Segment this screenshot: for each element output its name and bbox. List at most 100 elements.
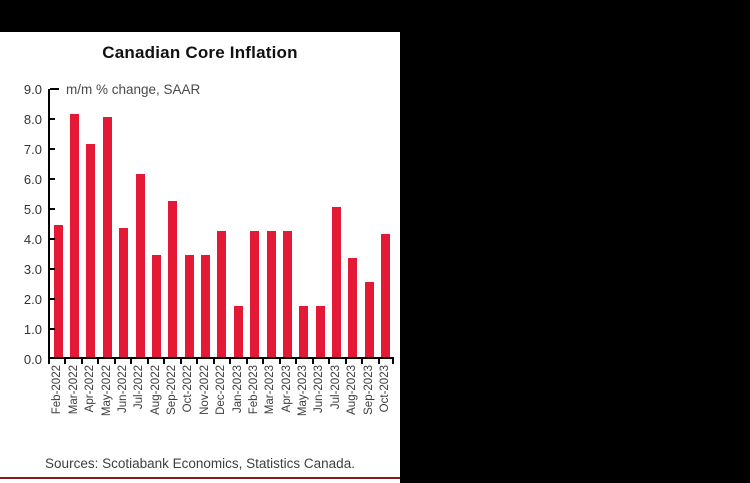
bar-slot: [328, 89, 344, 357]
x-tick: [344, 359, 347, 364]
bar-Aug-2023: [348, 258, 358, 357]
x-tick: [245, 359, 248, 364]
x-label-slot: Apr-2022: [83, 365, 99, 465]
bar-Apr-2022: [86, 144, 96, 357]
x-label-slot: May-2022: [99, 365, 115, 465]
y-tick: [50, 148, 55, 150]
x-axis-label: Dec-2022: [215, 365, 228, 415]
bar-Oct-2023: [381, 234, 391, 357]
x-axis-label: Sep-2023: [362, 365, 375, 415]
x-tick: [80, 359, 83, 364]
x-tick: [392, 359, 394, 364]
x-tick: [295, 359, 298, 364]
x-axis-label: Jun-2023: [313, 365, 326, 413]
x-label-slot: Mar-2023: [263, 365, 279, 465]
bar-Jul-2023: [332, 207, 342, 357]
x-label-slot: Nov-2022: [197, 365, 213, 465]
y-axis-label: 2.0: [23, 292, 42, 307]
bar-Feb-2023: [250, 231, 260, 357]
x-axis-label: Aug-2023: [346, 365, 359, 415]
y-tick: [50, 238, 55, 240]
bar-Feb-2022: [53, 225, 63, 357]
bar-Sep-2022: [168, 201, 178, 357]
y-tick: [50, 328, 55, 330]
y-axis-label: 6.0: [23, 172, 42, 187]
bar-slot: [50, 89, 66, 357]
x-label-slot: Apr-2023: [279, 365, 295, 465]
bar-Jul-2022: [135, 174, 145, 357]
x-tick: [179, 359, 182, 364]
bar-slot: [345, 89, 361, 357]
x-label-slot: Jul-2022: [132, 365, 148, 465]
y-axis-label: 0.0: [23, 352, 42, 367]
x-label-slot: Sep-2023: [361, 365, 377, 465]
x-axis-line: [48, 357, 394, 359]
y-tick: [50, 268, 55, 270]
x-axis-label: Jul-2023: [329, 365, 342, 410]
bar-Mar-2023: [266, 231, 276, 357]
chart-title: Canadian Core Inflation: [102, 43, 298, 62]
x-label-slot: Jun-2023: [312, 365, 328, 465]
x-tick: [196, 359, 199, 364]
x-label-slot: Feb-2023: [247, 365, 263, 465]
y-axis-label: 9.0: [23, 82, 42, 97]
bar-slot: [378, 89, 394, 357]
bar-slot: [83, 89, 99, 357]
x-axis-label: Jan-2023: [231, 365, 244, 413]
bar-Oct-2022: [184, 255, 194, 357]
x-tick: [130, 359, 133, 364]
bar-May-2023: [299, 306, 309, 357]
bars-container: [50, 89, 394, 357]
y-axis-label: 3.0: [23, 262, 42, 277]
x-axis-label: May-2022: [100, 365, 113, 417]
x-tick: [278, 359, 281, 364]
x-tick: [262, 359, 265, 364]
y-axis-label: 4.0: [23, 232, 42, 247]
x-axis-label: Oct-2022: [182, 365, 195, 413]
x-axis-label: May-2023: [297, 365, 310, 417]
bar-Sep-2023: [364, 282, 374, 357]
x-axis-label: Nov-2022: [198, 365, 211, 415]
bar-slot: [312, 89, 328, 357]
bar-Jan-2023: [233, 306, 243, 357]
x-label-slot: Aug-2023: [345, 365, 361, 465]
bar-May-2022: [102, 117, 112, 357]
sources-note: Sources: Scotiabank Economics, Statistic…: [45, 456, 355, 471]
y-tick: [50, 118, 55, 120]
y-tick: [50, 88, 59, 90]
x-tick: [311, 359, 314, 364]
bar-Apr-2023: [282, 231, 292, 357]
x-tick: [48, 359, 50, 364]
y-axis-label: 7.0: [23, 142, 42, 157]
x-label-slot: Sep-2022: [165, 365, 181, 465]
bar-slot: [116, 89, 132, 357]
x-axis-label: Feb-2022: [51, 365, 64, 415]
bar-slot: [99, 89, 115, 357]
bar-Nov-2022: [201, 255, 211, 357]
x-tick: [64, 359, 67, 364]
x-tick: [113, 359, 116, 364]
x-axis-label: Feb-2023: [247, 365, 260, 415]
x-label-slot: Oct-2023: [378, 365, 394, 465]
x-label-slot: May-2023: [296, 365, 312, 465]
bar-slot: [296, 89, 312, 357]
bar-slot: [230, 89, 246, 357]
x-axis-label: Apr-2022: [84, 365, 97, 413]
x-axis-label: Jul-2022: [133, 365, 146, 410]
plot-area: [48, 88, 394, 364]
x-axis-label: Mar-2022: [67, 365, 80, 415]
bar-slot: [361, 89, 377, 357]
footer-rule: [0, 477, 400, 479]
x-tick: [328, 359, 331, 364]
bar-Jun-2022: [119, 228, 129, 357]
x-label-slot: Oct-2022: [181, 365, 197, 465]
x-axis-labels: Feb-2022 Mar-2022 Apr-2022 May-2022 Jun-2022…: [50, 365, 394, 465]
bar-Jun-2023: [315, 306, 325, 357]
x-tick: [361, 359, 364, 364]
y-axis-label: 5.0: [23, 202, 42, 217]
bar-slot: [165, 89, 181, 357]
bar-slot: [247, 89, 263, 357]
x-tick: [97, 359, 100, 364]
y-tick: [50, 208, 55, 210]
y-axis-label: 8.0: [23, 112, 42, 127]
